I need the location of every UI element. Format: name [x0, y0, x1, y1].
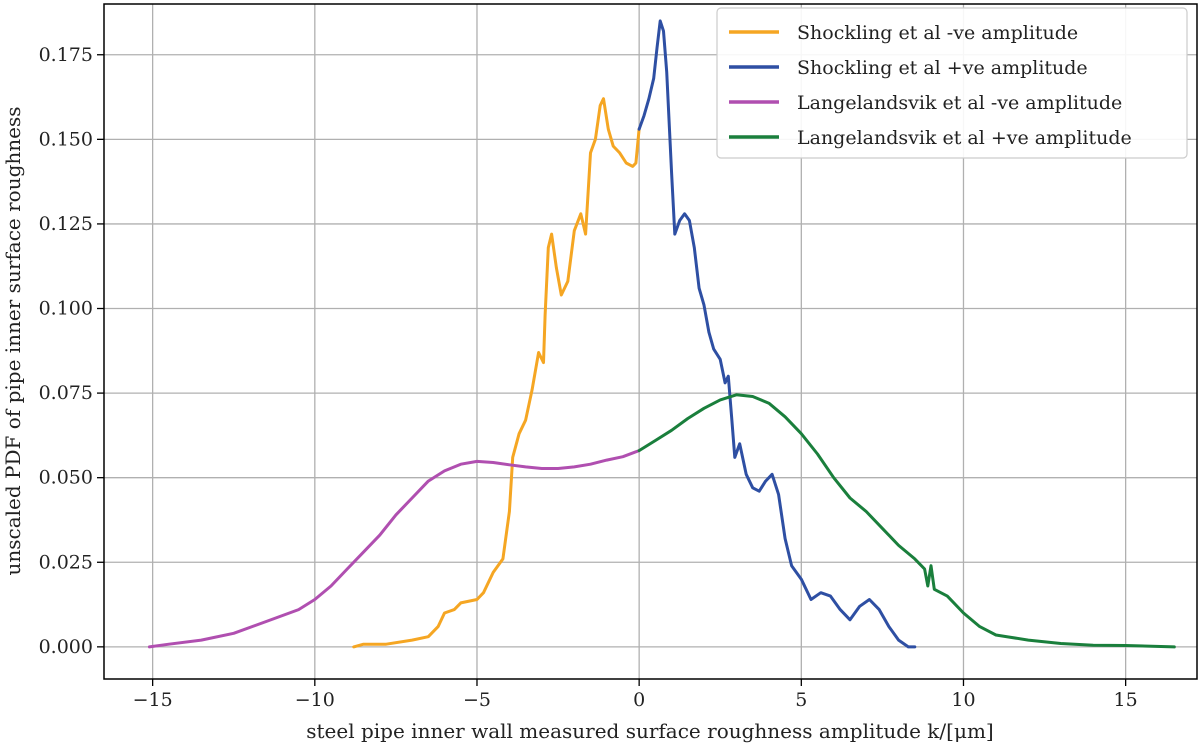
series-line-shockling-pos — [637, 19, 917, 649]
legend-label-langelandsvik-neg: Langelandsvik et al -ve amplitude — [797, 92, 1122, 114]
legend-label-shockling-neg: Shockling et al -ve amplitude — [797, 22, 1078, 44]
y-tick-label: 0.050 — [39, 467, 93, 489]
x-tick-label: 10 — [951, 689, 975, 711]
series-line-langelandsvik-neg — [147, 449, 641, 649]
x-tick-label: 5 — [795, 689, 807, 711]
plot-frame — [103, 3, 1198, 680]
x-tick-label: −10 — [295, 689, 335, 711]
x-tick-label: −15 — [133, 689, 173, 711]
y-tick-label: 0.025 — [39, 551, 93, 573]
y-tick-label: 0.000 — [39, 636, 93, 658]
y-tick-label: 0.100 — [39, 298, 93, 320]
legend-box — [716, 7, 1188, 159]
legend: Shockling et al -ve amplitude Shockling … — [716, 7, 1188, 159]
legend-label-langelandsvik-pos: Langelandsvik et al +ve amplitude — [797, 127, 1132, 149]
axis-ticks: −15 −10 −5 0 5 10 15 0.000 0.025 0.050 0.075 0.100 0… — [39, 44, 1138, 711]
x-axis-label: steel pipe inner wall measured surface r… — [306, 719, 993, 743]
y-tick-label: 0.175 — [39, 44, 93, 66]
series-lines — [147, 19, 1176, 649]
y-axis-label: unscaled PDF of pipe inner surface rough… — [1, 106, 25, 575]
series-line-shockling-neg — [352, 97, 641, 649]
series-line-langelandsvik-pos — [637, 393, 1176, 649]
grid — [104, 4, 1197, 679]
legend-label-shockling-pos: Shockling et al +ve amplitude — [797, 57, 1088, 79]
x-tick-label: 0 — [633, 689, 645, 711]
x-tick-label: −5 — [463, 689, 491, 711]
y-tick-label: 0.150 — [39, 128, 93, 150]
y-tick-label: 0.125 — [39, 213, 93, 235]
x-tick-label: 15 — [1114, 689, 1138, 711]
y-tick-label: 0.075 — [39, 382, 93, 404]
